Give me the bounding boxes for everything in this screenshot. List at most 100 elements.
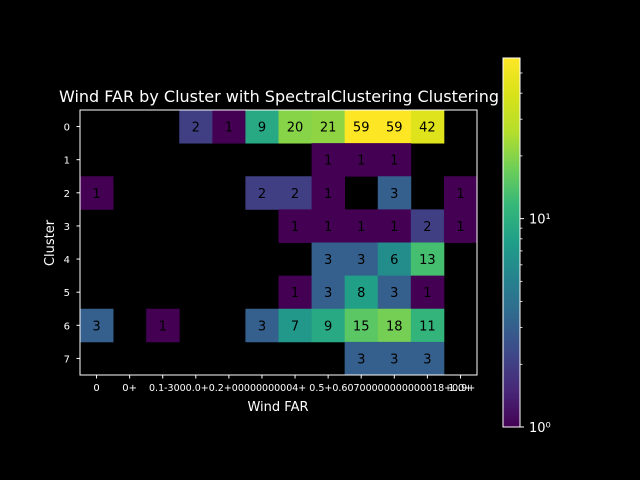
cell-value-label: 11 xyxy=(419,319,436,334)
cell-value-label: 1 xyxy=(324,187,332,202)
x-axis-label: Wind FAR xyxy=(247,400,308,415)
heatmap-cell xyxy=(377,275,412,310)
cell-value-label: 1 xyxy=(357,220,365,235)
cell-value-label: 1 xyxy=(390,220,398,235)
cell-value-label: 59 xyxy=(386,121,403,136)
cell-value-label: 20 xyxy=(287,121,304,136)
heatmap-cell xyxy=(377,341,412,376)
heatmap-cell xyxy=(410,209,445,243)
y-axis-ticks: 0 1 2 3 4 5 6 7 xyxy=(64,123,80,365)
colorbar-tick-label: 10⁰ xyxy=(529,421,551,436)
cell-value-label: 1 xyxy=(390,154,398,169)
heatmap-cell xyxy=(311,176,346,210)
cell-value-label: 59 xyxy=(353,121,370,136)
cell-value-label: 3 xyxy=(423,352,431,367)
cell-value-label: 3 xyxy=(324,286,332,301)
cell-value-label: 3 xyxy=(357,253,365,268)
cell-value-label: 21 xyxy=(320,121,337,136)
y-axis-label: Cluster xyxy=(43,219,58,266)
heatmap-cell xyxy=(278,176,312,210)
heatmap-cell xyxy=(311,275,346,310)
cell-value-label: 1 xyxy=(423,286,431,301)
y-tick-label: 7 xyxy=(64,354,70,365)
cell-value-label: 1 xyxy=(291,286,299,301)
x-tick-label: 0+ xyxy=(122,383,137,394)
heatmap-cell xyxy=(443,176,478,210)
cell-value-label: 3 xyxy=(258,319,266,334)
colorbar-ticks: 10⁰ 10¹ xyxy=(520,72,551,436)
cell-value-label: 3 xyxy=(390,286,398,301)
cell-value-label: 1 xyxy=(92,187,100,202)
y-tick-label: 1 xyxy=(64,156,70,167)
plot-frame xyxy=(79,109,478,376)
heatmap-cell xyxy=(410,242,445,277)
x-tick-overlap-label: 0.1-3000.0+0.2+00000000004+ 0.5+0.607000… xyxy=(149,383,475,394)
heatmap-cell xyxy=(311,242,346,277)
y-tick-label: 4 xyxy=(64,255,70,266)
heatmap-cell xyxy=(410,275,445,310)
heatmap-cell xyxy=(410,308,445,343)
y-tick-label: 5 xyxy=(64,288,70,299)
heatmap-cell xyxy=(278,209,312,243)
x-tick-label: 0 xyxy=(93,383,99,394)
cell-value-label: 2 xyxy=(423,220,431,235)
heatmap-cell xyxy=(344,209,379,243)
cell-value-label: 1 xyxy=(159,319,167,334)
cell-value-label: 3 xyxy=(324,253,332,268)
x-tick-label: 1.0+ xyxy=(448,383,472,394)
colorbar xyxy=(502,57,521,428)
cell-value-label: 2 xyxy=(291,187,299,202)
cell-value-label: 3 xyxy=(390,187,398,202)
heatmap-cell xyxy=(377,110,412,144)
cell-value-label: 13 xyxy=(419,253,436,268)
heatmap-cell xyxy=(80,308,114,343)
heatmap-cell xyxy=(311,143,346,177)
y-tick-label: 0 xyxy=(64,123,70,134)
heatmap-cell xyxy=(344,110,379,144)
chart-title: Wind FAR by Cluster with SpectralCluster… xyxy=(59,87,499,106)
heatmap-cell xyxy=(410,341,445,376)
cell-value-label: 8 xyxy=(357,286,365,301)
cell-value-label: 2 xyxy=(192,121,200,136)
cell-value-label: 6 xyxy=(390,253,398,268)
cell-value-label: 3 xyxy=(390,352,398,367)
heatmap-cell xyxy=(377,143,412,177)
cell-value-label: 2 xyxy=(258,187,266,202)
heatmap-cell xyxy=(377,242,412,277)
heatmap-cell xyxy=(179,110,213,144)
heatmap-cell xyxy=(311,209,346,243)
cell-value-label: 9 xyxy=(324,319,332,334)
cell-value-label: 1 xyxy=(456,220,464,235)
heatmap-cell xyxy=(278,275,312,310)
heatmap-cell xyxy=(344,308,379,343)
cell-value-label: 42 xyxy=(419,121,436,136)
heatmap-cell xyxy=(410,110,445,144)
cell-value-label: 9 xyxy=(258,121,266,136)
heatmap-cell xyxy=(344,242,379,277)
heatmap-cell xyxy=(245,176,279,210)
heatmap-cell xyxy=(212,110,246,144)
cell-value-label: 1 xyxy=(357,154,365,169)
cell-value-label: 18 xyxy=(386,319,403,334)
heatmap-cells: 2 1 9 20 21 59 59 421 1 11 2 2 1 3 11 1 1 1 2 13 3 6 131 3 8 3 13 1… xyxy=(80,110,478,376)
heatmap-cell xyxy=(278,308,312,343)
colorbar-tick-label: 10¹ xyxy=(529,213,551,228)
heatmap-cell xyxy=(311,110,346,144)
x-axis-ticks: 0 0+ 1.0+ xyxy=(93,375,473,394)
heatmap-cell xyxy=(245,110,279,144)
y-tick-label: 2 xyxy=(64,189,70,200)
heatmap-cell xyxy=(377,176,412,210)
heatmap-cell xyxy=(311,308,346,343)
cell-value-label: 1 xyxy=(225,121,233,136)
heatmap-cell xyxy=(344,275,379,310)
heatmap-cell xyxy=(344,341,379,376)
heatmap-cell xyxy=(377,209,412,243)
cell-value-label: 7 xyxy=(291,319,299,334)
cell-value-label: 1 xyxy=(324,154,332,169)
cell-value-label: 1 xyxy=(291,220,299,235)
cell-value-label: 15 xyxy=(353,319,370,334)
heatmap-cell xyxy=(377,308,412,343)
cell-value-label: 3 xyxy=(357,352,365,367)
cell-value-label: 1 xyxy=(456,187,464,202)
